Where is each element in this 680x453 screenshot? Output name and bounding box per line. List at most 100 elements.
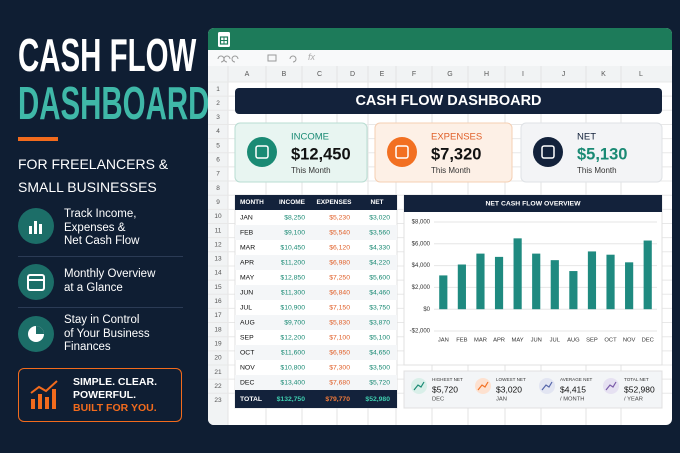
table-cell: $9,700	[284, 319, 305, 326]
table-header-cell: INCOME	[279, 199, 306, 206]
table-cell: $4,220	[369, 259, 390, 266]
bar	[439, 275, 448, 310]
row-label: 7	[216, 171, 220, 178]
row-label: 6	[216, 157, 220, 164]
table-cell: $5,230	[329, 214, 350, 221]
y-tick-label: $2,000	[412, 285, 431, 291]
kpi-note: This Month	[291, 166, 331, 175]
chart-title: NET CASH FLOW OVERVIEW	[485, 200, 581, 207]
feature-line: at a Glance	[64, 281, 123, 294]
table-cell: $6,950	[329, 349, 350, 356]
table-total-row	[235, 390, 397, 408]
x-tick-label: JUN	[531, 338, 542, 344]
stat-label: TOTAL NET	[624, 377, 649, 382]
row-label: 18	[214, 326, 222, 333]
bar	[625, 262, 634, 310]
table-header	[235, 195, 397, 210]
hero-title: DASHBOARD	[18, 77, 210, 129]
feature-text: Track Income, Expenses & Net Cash Flow	[64, 208, 139, 249]
table-cell: $3,750	[369, 304, 390, 311]
feature-line: Finances	[64, 341, 111, 353]
stat-note: / MONTH	[560, 397, 584, 403]
callout: SIMPLE. CLEAR. POWERFUL. BUILT FOR YOU.	[18, 368, 182, 422]
row-label: 8	[216, 185, 220, 192]
stat-icon-glyph	[413, 381, 425, 391]
table-cell: $6,120	[329, 244, 350, 251]
stat-icon-glyph	[605, 381, 617, 391]
y-tick-label: $0	[423, 307, 430, 313]
kpi-label: EXPENSES	[431, 132, 482, 143]
kpi-value: $12,450	[291, 145, 351, 163]
row-label: 17	[214, 312, 222, 319]
table-row-shade	[235, 315, 397, 330]
formula-icon: fx	[308, 52, 316, 62]
table-row-shade	[235, 345, 397, 360]
subtitle-line: SMALL BUSINESSES	[18, 179, 157, 195]
row-label: 20	[214, 355, 222, 362]
table-cell: $7,100	[329, 334, 350, 341]
table-cell: $12,200	[280, 334, 305, 341]
table-cell: $3,020	[369, 214, 390, 221]
table-cell: $10,900	[280, 304, 305, 311]
table-row-shade	[235, 285, 397, 300]
table-cell: $11,600	[281, 349, 305, 356]
table-row-shade	[235, 225, 397, 240]
divider	[18, 307, 183, 308]
table-total-cell: $132,750	[277, 396, 306, 403]
hero-title: CASH FLOW	[18, 29, 197, 81]
stat-label: LOWEST NET	[496, 377, 526, 382]
row-label: 10	[214, 213, 222, 220]
stat-icon-glyph	[477, 381, 489, 391]
row-label: 4	[216, 128, 220, 135]
stat-note: / YEAR	[624, 397, 643, 403]
y-tick-label: $8,000	[412, 220, 431, 226]
x-tick-label: AUG	[567, 338, 580, 344]
row-label: 22	[214, 383, 222, 390]
bar	[569, 271, 578, 310]
table-cell: $8,250	[284, 214, 305, 221]
table-total-cell: $79,770	[325, 396, 350, 403]
table-cell: $10,450	[280, 244, 305, 251]
hero-subtitle: FOR FREELANCERS & SMALL BUSINESSES	[18, 153, 168, 199]
stat-value: $4,415	[560, 384, 586, 394]
feature-line: Stay in Control	[64, 314, 140, 326]
spreadsheet-window: fx A B C D E F G H I J K L 1 2 3 4 5 6 7 8 9 10 11 12 13 14 15 16 17…	[208, 28, 672, 425]
table-cell: $9,100	[284, 229, 305, 236]
y-tick-label: $4,000	[412, 263, 431, 269]
table-cell: FEB	[240, 229, 254, 236]
feature-line: Net Cash Flow	[64, 235, 140, 247]
feature-line: Expenses &	[64, 221, 126, 234]
table-row-shade	[235, 375, 397, 390]
x-tick-label: DEC	[642, 338, 654, 344]
table-cell: $4,650	[369, 349, 390, 356]
x-tick-label: FEB	[456, 338, 467, 344]
table-cell: MAY	[240, 274, 255, 281]
row-label: 13	[214, 256, 222, 263]
callout-line: POWERFUL.	[73, 389, 136, 401]
kpi-label: INCOME	[291, 132, 329, 143]
column-label: A	[245, 71, 250, 78]
column-label: H	[484, 71, 489, 78]
callout-line: SIMPLE. CLEAR.	[73, 376, 158, 388]
stats-panel	[403, 370, 663, 409]
row-label: 1	[216, 86, 220, 93]
column-label: L	[639, 71, 643, 78]
table-total-cell: TOTAL	[240, 396, 262, 403]
table-cell: $7,150	[329, 304, 350, 311]
kpi-icon-glyph	[395, 145, 409, 159]
y-tick-label: $6,000	[412, 241, 431, 247]
table-cell: JUL	[240, 304, 252, 311]
row-label: 15	[214, 284, 222, 291]
x-tick-label: APR	[493, 338, 505, 344]
kpi-note: This Month	[577, 166, 617, 175]
column-label: E	[380, 71, 385, 78]
x-tick-label: JUL	[550, 338, 561, 344]
stat-label: AVERAGE NET	[560, 377, 593, 382]
table-cell: $4,330	[369, 244, 390, 251]
kpi-note: This Month	[431, 166, 471, 175]
table-cell: $11,300	[281, 289, 305, 296]
bar	[494, 256, 504, 310]
feature-icon	[18, 264, 54, 300]
kpi-icon-glyph	[255, 145, 269, 159]
kpi-icon	[533, 137, 563, 167]
